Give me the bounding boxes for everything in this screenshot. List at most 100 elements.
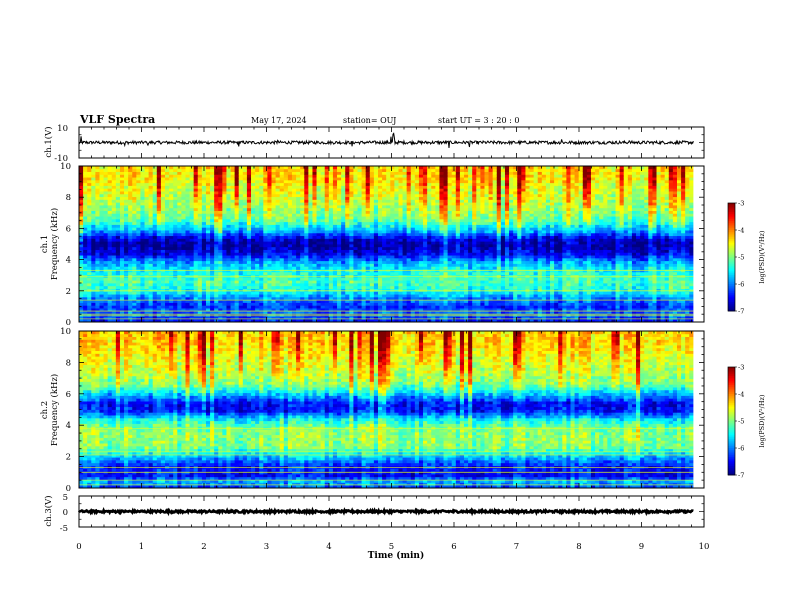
spectrogram-cell (378, 193, 383, 198)
spectrogram-cell (316, 213, 322, 217)
spectrogram-cell (132, 285, 137, 289)
spectrogram-cell (132, 255, 137, 259)
spectrogram-cell (332, 257, 338, 262)
spectrogram-cell (300, 174, 305, 178)
spectrogram-cell (115, 230, 121, 234)
spectrogram-cell (361, 168, 367, 172)
spectrogram-cell (128, 299, 133, 303)
spectrogram-cell (414, 296, 420, 301)
spectrogram-cell (95, 232, 100, 237)
spectrogram-cell (205, 310, 211, 315)
spectrogram-cell (378, 294, 383, 298)
spectrogram-cell (218, 305, 223, 309)
spectrogram-cell (181, 285, 186, 289)
spectrogram-cell (189, 285, 195, 289)
spectrogram-cell (177, 174, 182, 178)
spectrogram-cell (255, 244, 260, 248)
spectrogram-cell (345, 244, 350, 248)
spectrogram-cell (197, 182, 203, 186)
spectrogram-cell (144, 216, 150, 220)
spectrogram-cell (201, 174, 207, 178)
spectrogram-cell (296, 257, 301, 262)
spectrogram-cell (439, 291, 444, 295)
spectrogram-cell (242, 277, 248, 281)
spectrogram-cell (115, 277, 121, 281)
spectrogram-cell (160, 246, 166, 250)
spectrogram-cell (263, 296, 268, 301)
spectrogram-cell (238, 232, 244, 237)
spectrogram-cell (378, 227, 383, 231)
spectrogram-cell (328, 188, 334, 192)
spectrogram-cell (312, 294, 317, 298)
spectrogram-cell (222, 171, 227, 175)
spectrogram-cell (197, 271, 203, 276)
spectrogram-cell (418, 296, 424, 301)
spectrogram-cell (332, 288, 338, 292)
spectrogram-cell (382, 291, 387, 295)
spectrogram-cell (373, 252, 379, 256)
spectrogram-cell (394, 244, 399, 248)
spectrogram-cell (369, 260, 375, 264)
spectrogram-cell (427, 188, 432, 192)
spectrogram-cell (369, 227, 375, 231)
spectrogram-cell (95, 305, 100, 309)
spectrogram-cell (361, 308, 367, 312)
spectrogram-cell (210, 177, 215, 181)
spectrogram-cell (361, 213, 367, 217)
spectrogram-cell (267, 205, 272, 209)
spectrogram-cell (283, 202, 289, 206)
spectrogram-cell (251, 188, 256, 192)
spectrogram-cell (148, 241, 154, 245)
spectrogram-cell (394, 171, 399, 175)
spectrogram-cell (251, 252, 256, 256)
spectrogram-cell (160, 227, 166, 231)
spectrogram-cell (140, 294, 145, 298)
spectrogram-cell (271, 246, 276, 250)
spectrogram-cell (304, 224, 309, 228)
spectrogram-cell (398, 213, 403, 217)
spectrogram-cell (349, 277, 354, 281)
spectrogram-cell (357, 288, 363, 292)
spectrogram-cell (214, 171, 219, 175)
spectrogram-cell (267, 246, 272, 250)
spectrogram-cell (357, 291, 363, 295)
spectrogram-cell (423, 299, 428, 303)
spectrogram-cell (238, 166, 244, 170)
spectrogram-cell (169, 171, 174, 175)
spectrogram-cell (197, 168, 203, 172)
spectrogram-cell (128, 232, 133, 237)
spectrogram-cell (349, 216, 354, 220)
spectrogram-cell (291, 291, 297, 295)
spectrogram-cell (349, 166, 354, 170)
spectrogram-cell (144, 168, 150, 172)
spectrogram-cell (332, 241, 338, 245)
spectrogram-cell (300, 224, 305, 228)
spectrogram-cell (169, 313, 174, 317)
spectrogram-cell (312, 280, 317, 284)
spectrogram-cell (99, 185, 104, 189)
spectrogram-cell (234, 241, 240, 245)
spectrogram-cell (201, 260, 207, 264)
spectrogram-cell (255, 299, 260, 303)
spectrogram-cell (296, 227, 301, 231)
spectrogram-cell (337, 299, 342, 303)
spectrogram-cell (378, 266, 383, 270)
spectrogram-cell (328, 199, 334, 203)
spectrogram-cell (165, 316, 170, 320)
spectrogram-cell (83, 246, 88, 250)
spectrogram-cell (382, 252, 387, 256)
spectrogram-cell (390, 177, 395, 181)
spectrogram-cell (431, 246, 436, 250)
spectrogram-cell (251, 285, 256, 289)
spectrogram-cell (369, 244, 375, 248)
spectrogram-cell (328, 207, 334, 211)
spectrogram-cell (197, 210, 203, 214)
spectrogram-cell (222, 252, 227, 256)
spectrogram-cell (226, 221, 231, 225)
spectrogram-cell (423, 177, 428, 181)
spectrogram-cell (394, 177, 399, 181)
spectrogram-cell (320, 319, 326, 323)
spectrogram-cell (144, 252, 150, 256)
spectrogram-cell (341, 285, 346, 289)
spectrogram-cell (369, 285, 375, 289)
